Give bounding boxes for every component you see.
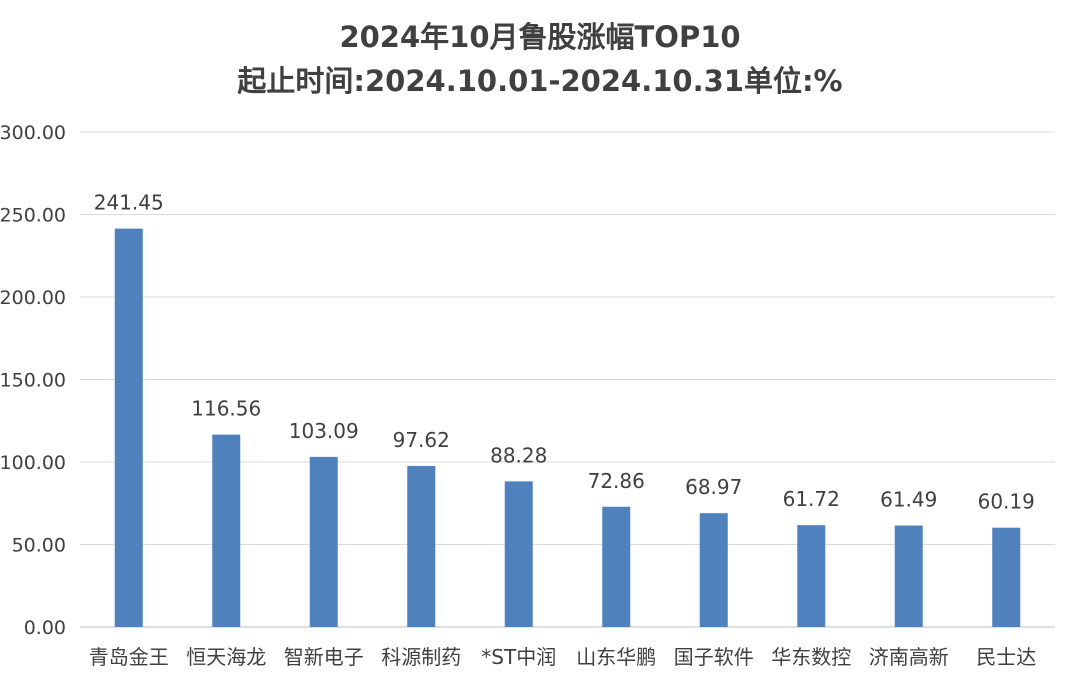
x-tick-label: 国子软件 (674, 645, 754, 669)
x-tick-label: 山东华鹏 (576, 645, 656, 669)
x-tick-label: 济南高新 (869, 645, 949, 669)
bar (894, 525, 923, 627)
x-axis-labels: 青岛金王 恒天海龙 智新电子 科源制药 *ST中润 山东华鹏 国子软件 华东数控 济南高新 民士达 (89, 645, 1037, 669)
bar (992, 527, 1021, 627)
y-tick-label: 300.00 (0, 122, 66, 144)
x-tick-label: 科源制药 (381, 645, 461, 669)
data-label: 116.56 (191, 397, 261, 421)
bar (212, 434, 241, 627)
y-tick-label: 100.00 (0, 452, 66, 474)
y-axis-ticks: 0.00 50.00 100.00 150.00 200.00 250.00 300.00 (0, 122, 66, 639)
y-tick-label: 200.00 (0, 287, 66, 309)
y-tick-label: 0.00 (24, 617, 66, 639)
bar (797, 525, 826, 627)
data-labels: 241.45 116.56 103.09 97.62 88.28 72.86 68.97 61… (94, 191, 1035, 514)
bar (699, 513, 728, 627)
data-label: 72.86 (588, 469, 645, 493)
y-tick-label: 50.00 (12, 535, 66, 557)
bar (504, 481, 533, 627)
data-label: 97.62 (393, 428, 450, 452)
x-tick-label: 民士达 (976, 645, 1036, 669)
x-tick-label: 恒天海龙 (186, 645, 266, 669)
gridlines (80, 131, 1055, 628)
data-label: 60.19 (978, 490, 1035, 514)
x-tick-label: 智新电子 (284, 645, 364, 669)
bar (309, 456, 338, 627)
bar (114, 228, 143, 628)
y-tick-label: 150.00 (0, 370, 66, 392)
data-label: 241.45 (94, 191, 164, 215)
chart-title: 2024年10月鲁股涨幅TOP10 (339, 20, 741, 54)
x-tick-label: 青岛金王 (89, 645, 169, 669)
data-label: 103.09 (289, 419, 359, 443)
chart-subtitle: 起止时间:2024.10.01-2024.10.31单位:% (237, 64, 843, 98)
bar (602, 506, 631, 627)
x-tick-label: 华东数控 (771, 645, 851, 669)
data-label: 61.49 (880, 488, 937, 512)
data-label: 88.28 (490, 443, 547, 467)
y-tick-label: 250.00 (0, 205, 66, 227)
data-label: 61.72 (783, 487, 840, 511)
data-label: 68.97 (685, 475, 742, 499)
bar (407, 465, 436, 627)
bars (114, 228, 1021, 628)
x-tick-label: *ST中润 (481, 645, 556, 669)
